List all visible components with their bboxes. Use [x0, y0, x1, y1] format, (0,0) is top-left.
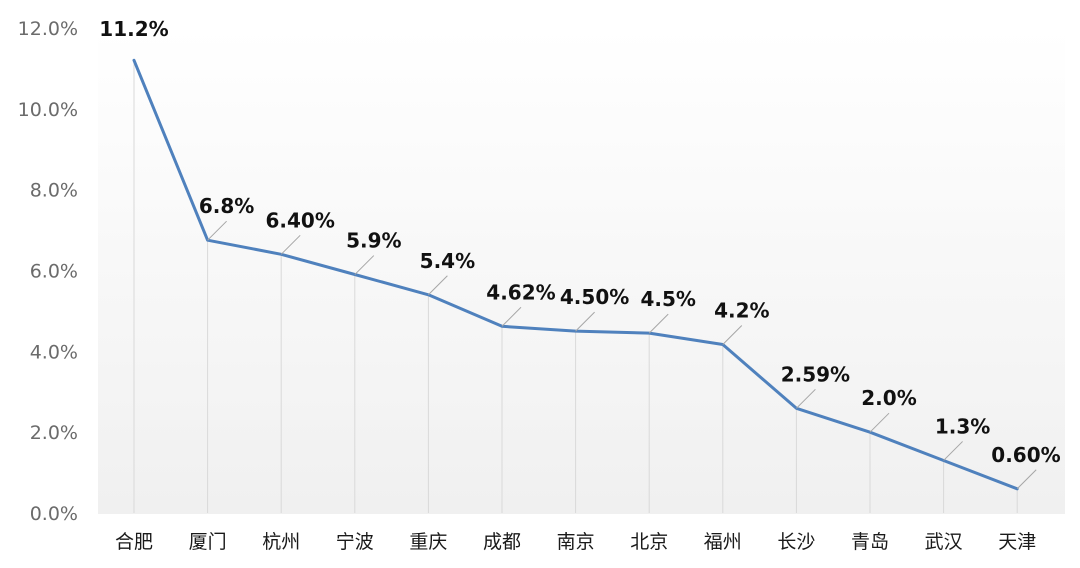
x-tick-label: 成都 [483, 531, 521, 553]
x-tick-label: 宁波 [336, 531, 374, 553]
x-tick-label: 杭州 [262, 531, 300, 553]
y-tick-label: 0.0% [30, 503, 78, 525]
leader-line [869, 412, 890, 433]
leader-line [648, 313, 669, 334]
x-tick-label: 天津 [998, 531, 1036, 553]
drop-lines [133, 60, 1018, 513]
data-label: 11.2% [99, 17, 168, 41]
data-label: 4.2% [714, 298, 769, 322]
data-labels: 11.2% 6.8% 6.40% 5.9% 5.4% 4.62% 4.50% 4.5% 4.2%… [99, 17, 1060, 467]
x-tick-label: 青岛 [851, 531, 889, 553]
plot-background [98, 28, 1065, 514]
y-tick-label: 6.0% [30, 261, 78, 283]
y-axis: 0.0% 2.0% 4.0% 6.0% 8.0% 10.0% 12.0% [18, 18, 78, 525]
data-label: 1.3% [935, 414, 990, 438]
data-label: 5.4% [420, 249, 475, 273]
y-tick-label: 12.0% [18, 18, 78, 40]
y-tick-label: 8.0% [30, 180, 78, 202]
data-label: 4.62% [486, 280, 555, 304]
x-tick-label: 北京 [630, 531, 668, 553]
leader-line [575, 311, 595, 332]
leader-line [428, 275, 448, 296]
data-label: 4.50% [560, 285, 629, 309]
leader-line [1016, 469, 1037, 490]
y-tick-label: 2.0% [30, 422, 78, 444]
leader-line [722, 325, 743, 345]
leader-line [354, 255, 375, 275]
data-label: 6.8% [199, 194, 254, 218]
x-axis: 合肥 厦门 杭州 宁波 重庆 成都 南京 北京 福州 长沙 青岛 武汉 天津 [115, 531, 1036, 553]
x-tick-label: 福州 [704, 531, 742, 553]
y-tick-label: 10.0% [18, 99, 78, 121]
leader-line [796, 388, 816, 409]
x-tick-label: 重庆 [409, 531, 447, 553]
x-tick-label: 厦门 [189, 531, 227, 553]
leader-line [280, 234, 301, 255]
leader-line [943, 441, 963, 461]
leader-line [501, 306, 522, 327]
x-tick-label: 南京 [557, 531, 595, 553]
data-label: 6.40% [266, 208, 335, 232]
x-tick-label: 合肥 [115, 531, 153, 553]
data-label: 4.5% [640, 287, 695, 311]
data-label: 5.9% [346, 229, 401, 253]
y-tick-label: 4.0% [30, 341, 78, 363]
data-label: 2.59% [781, 362, 850, 386]
x-tick-label: 武汉 [925, 531, 963, 553]
data-label: 0.60% [991, 443, 1060, 467]
leader-lines [207, 220, 1037, 490]
leader-line [207, 220, 227, 241]
data-label: 2.0% [861, 386, 916, 410]
x-tick-label: 长沙 [777, 531, 815, 553]
